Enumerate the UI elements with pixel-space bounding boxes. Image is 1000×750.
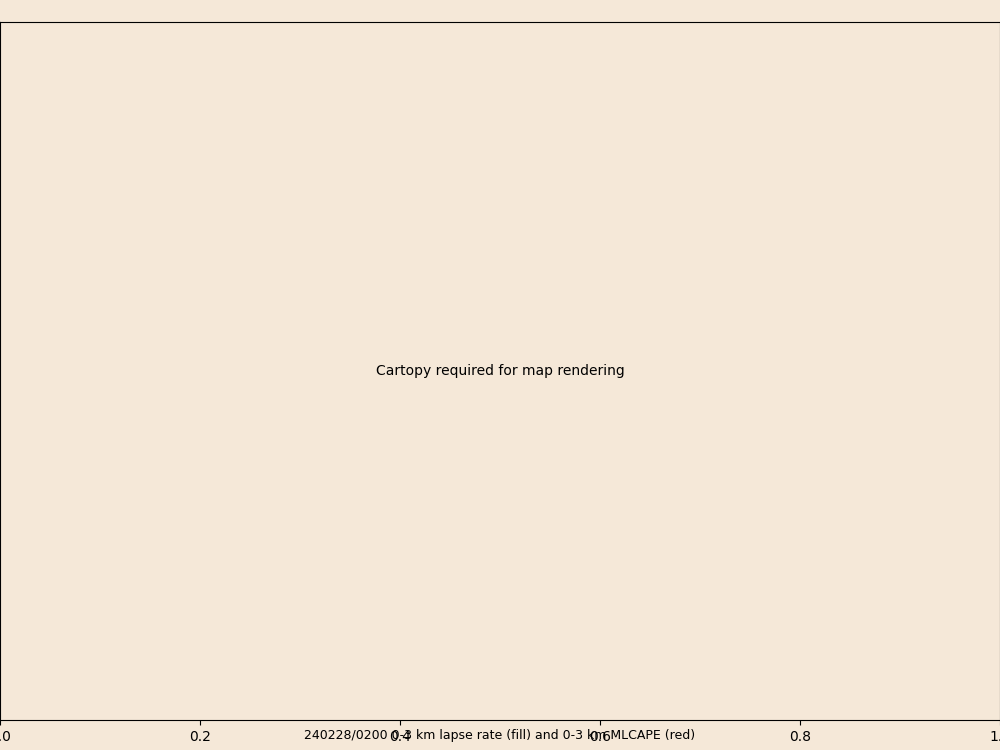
Text: 240228/0200 0-3 km lapse rate (fill) and 0-3 km MLCAPE (red): 240228/0200 0-3 km lapse rate (fill) and… [304,730,696,742]
Text: Cartopy required for map rendering: Cartopy required for map rendering [376,364,624,378]
